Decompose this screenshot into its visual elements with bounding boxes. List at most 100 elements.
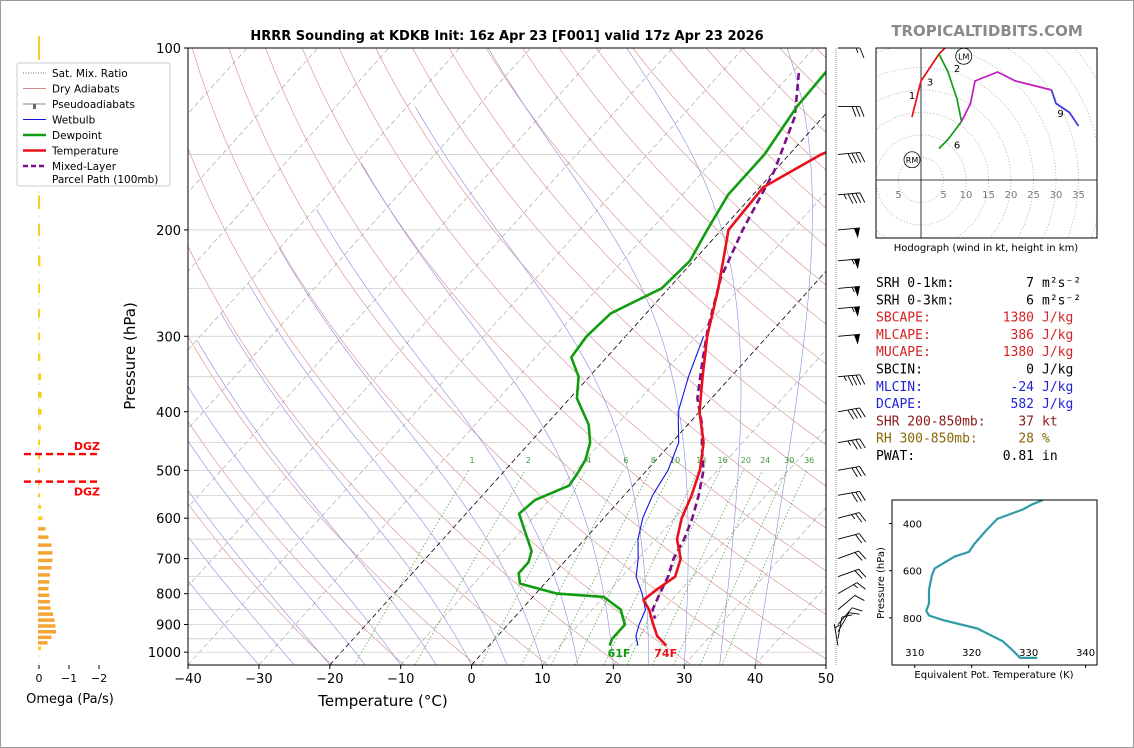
wind-barb <box>837 595 865 610</box>
barb-staff <box>837 286 860 289</box>
omega-bar <box>38 535 49 539</box>
theta-e-ylabel: Pressure (hPa) <box>876 547 887 619</box>
omega-bar <box>38 641 48 645</box>
y-tick-label: 200 <box>156 224 181 239</box>
moist-adiabat-line <box>626 48 742 665</box>
barb-flag <box>859 47 865 59</box>
wind-barb <box>837 533 867 544</box>
theta-e-y-tick-label: 800 <box>903 614 922 625</box>
moist-adiabat-line <box>360 162 614 665</box>
barb-staff <box>837 533 860 540</box>
omega-bar <box>38 505 41 509</box>
omega-tick-label: −1 <box>61 672 77 685</box>
omega-bar <box>38 635 52 640</box>
barb-flag <box>854 595 865 601</box>
barb-flag <box>859 407 866 418</box>
barb-flag <box>851 440 858 450</box>
theta-e-frame <box>891 499 1098 666</box>
barb-flag <box>851 492 858 503</box>
dry-adiabat-line <box>375 48 826 529</box>
index-value: 6 <box>1026 293 1034 308</box>
mixing-ratio-line <box>673 470 764 665</box>
barb-half-flag <box>851 286 855 293</box>
barb-flag <box>859 491 866 501</box>
hodograph-segment-0-3km <box>911 48 947 118</box>
mixing-ratio-line <box>550 470 651 665</box>
moist-adiabat-line <box>188 536 295 665</box>
mixing-ratio-line <box>603 470 700 665</box>
omega-bar <box>38 440 40 446</box>
omega-bar <box>38 468 40 473</box>
index-value: 0.81 <box>1003 449 1034 464</box>
barb-flag <box>858 550 867 560</box>
moist-adiabat-line <box>188 440 366 665</box>
hodograph-height-label: 3 <box>927 78 933 89</box>
barb-flag <box>851 409 858 419</box>
skewt-xlabel: Temperature (°C) <box>317 692 447 710</box>
barb-half-flag <box>847 440 852 446</box>
x-tick-label: −40 <box>174 672 201 687</box>
x-tick-label: −30 <box>245 672 272 687</box>
index-label: SBCAPE: <box>876 311 931 326</box>
hodograph-title: Hodograph (wind in kt, height in km) <box>894 243 1079 254</box>
y-tick-label: 700 <box>156 553 181 568</box>
mixing-ratio-label: 2 <box>526 456 531 465</box>
omega-bar <box>38 481 40 486</box>
theta-e-x-tick-label: 320 <box>962 648 981 659</box>
indices-table: SRH 0-1km: 7 m²s⁻² SRH 0-3km: 6 m²s⁻² SBCAPE: 1… <box>876 276 1081 464</box>
hodograph-height-label: 1 <box>909 91 915 102</box>
barb-staff <box>837 333 860 337</box>
mixing-ratio-label: 1 <box>470 456 475 465</box>
dry-adiabat-line <box>816 48 826 59</box>
barb-flag <box>858 512 867 522</box>
omega-bar <box>38 255 41 267</box>
omega-bar <box>38 527 46 531</box>
omega-bar <box>38 353 41 361</box>
barb-flag <box>859 192 866 203</box>
omega-bar <box>38 624 56 628</box>
theta-e-line <box>925 500 1044 659</box>
dry-adiabat-line <box>522 48 826 365</box>
legend-label-line: Mixed-Layer <box>52 161 117 173</box>
barb-staff <box>837 607 853 625</box>
barb-flag <box>859 374 866 385</box>
barb-staff <box>837 568 859 578</box>
hodograph-height-label: 2 <box>954 64 960 75</box>
omega-bar <box>38 566 52 570</box>
moist-adiabat-line <box>415 106 650 665</box>
dry-adiabat-line <box>188 147 621 665</box>
wind-barb <box>837 466 866 478</box>
hodograph-marker-label: LM <box>958 52 969 61</box>
index-value: 1380 <box>1003 345 1034 360</box>
wind-barb <box>837 491 866 503</box>
theta-e-y-tick-label: 400 <box>903 520 922 531</box>
index-value: 7 <box>1026 276 1034 291</box>
index-value: -24 <box>1011 380 1035 395</box>
hodograph-tick-label: 10 <box>960 190 973 201</box>
wind-barb <box>837 227 860 239</box>
index-label: SRH 0-3km: <box>876 293 954 308</box>
omega-bar <box>38 580 50 584</box>
index-unit: J/kg <box>1042 380 1073 395</box>
omega-tick-label: 0 <box>36 672 43 685</box>
wind-barb <box>837 333 860 345</box>
wind-barb <box>837 568 867 579</box>
barb-half-flag <box>851 259 855 265</box>
legend-label: Mixed-Layer Parcel Path (100mb) <box>52 161 158 186</box>
barb-flag <box>855 439 862 449</box>
omega-bar <box>38 283 40 294</box>
isotherm-line <box>754 585 826 665</box>
moist-adiabat-line <box>754 48 813 665</box>
mixing-ratio-label: 30 <box>784 456 794 465</box>
mixing-ratio-label: 36 <box>804 456 814 465</box>
temperature-line <box>642 150 826 647</box>
index-value: 1380 <box>1003 311 1034 326</box>
index-label: SHR 200-850mb: <box>876 414 986 429</box>
wind-barb <box>833 623 840 646</box>
isotherm-line <box>258 48 815 665</box>
hodograph-tick-label: 20 <box>1005 190 1018 201</box>
hodograph-tick-label: 5 <box>895 190 901 201</box>
barb-staff <box>837 595 856 610</box>
barb-half-flag <box>853 584 859 589</box>
hodograph-marker-lm <box>955 47 973 65</box>
